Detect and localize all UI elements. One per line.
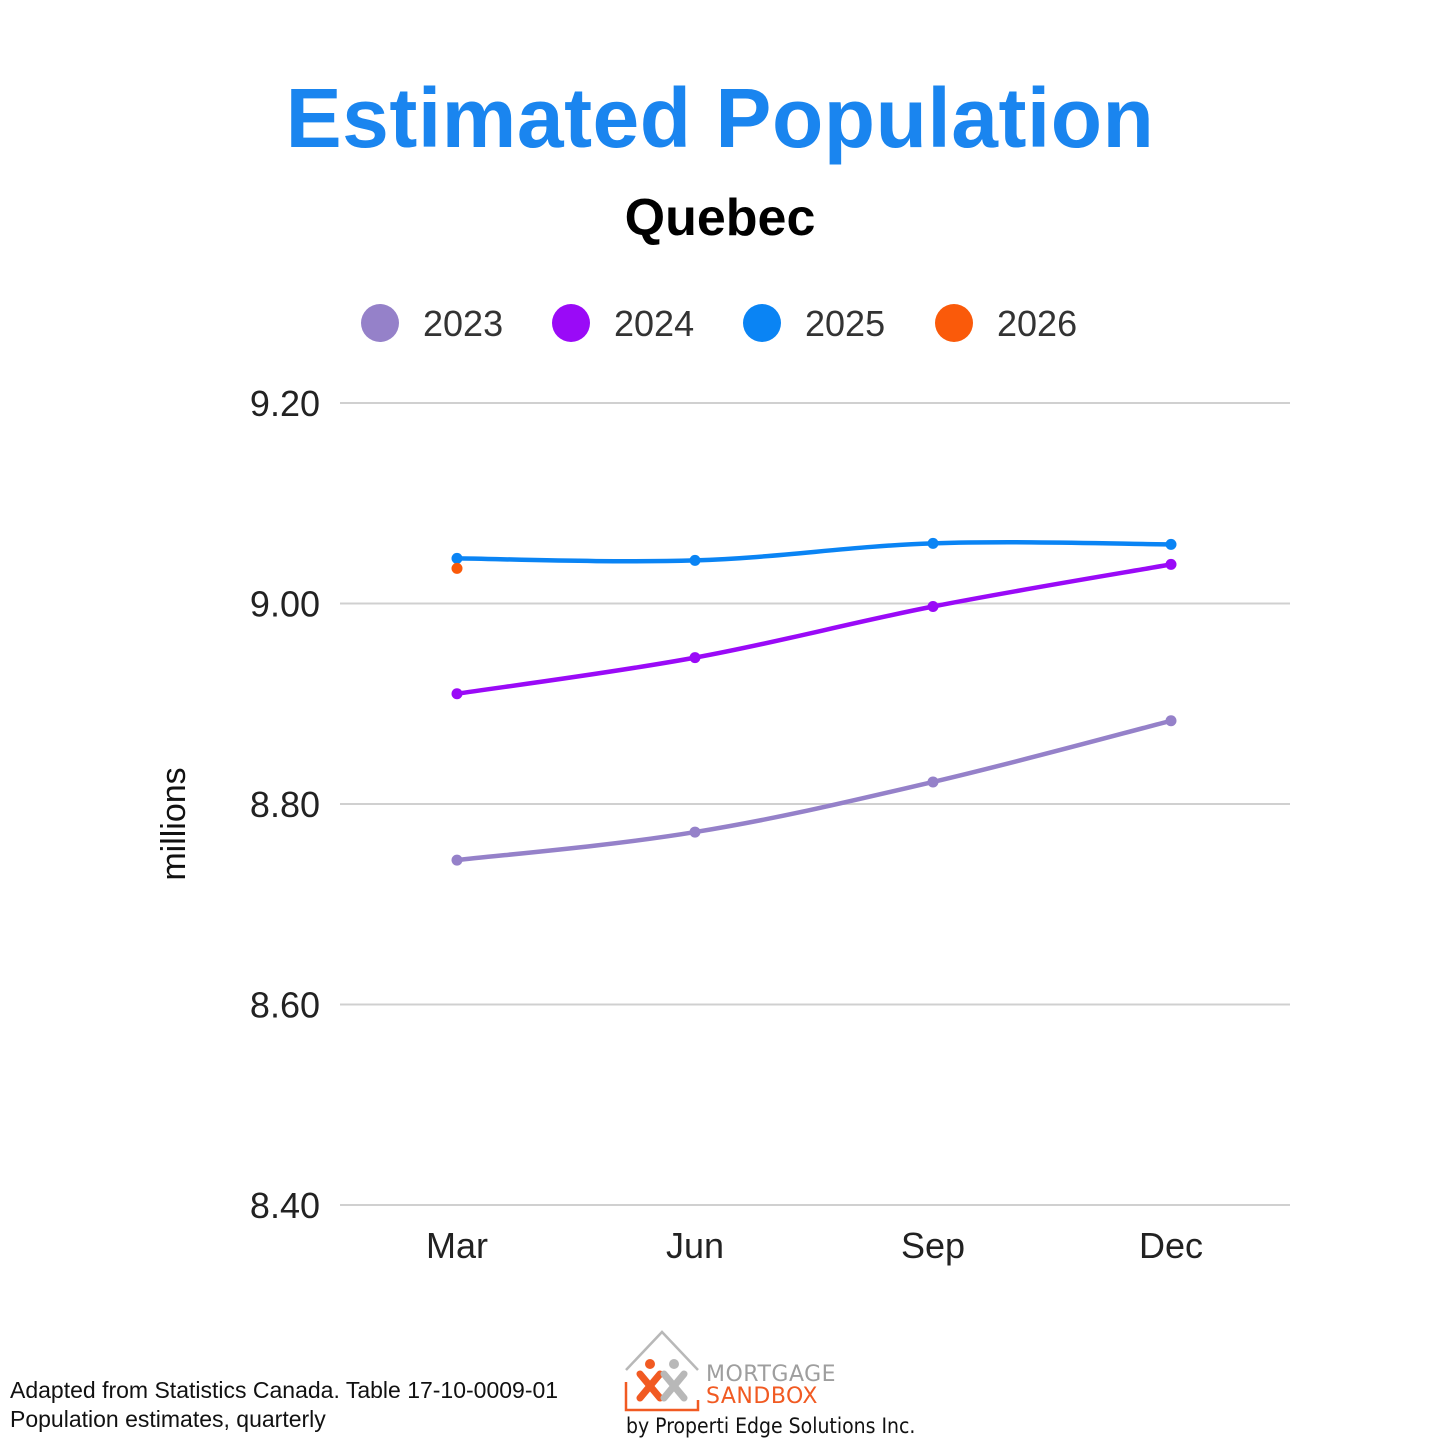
legend-marker (552, 304, 590, 342)
chart-title: Estimated Population (285, 71, 1155, 165)
y-axis-label: millions (155, 767, 193, 880)
series-line (454, 562, 1174, 696)
source-line-2: Population estimates, quarterly (10, 1406, 326, 1432)
data-point (1165, 715, 1177, 727)
legend-marker (361, 304, 399, 342)
data-point (689, 554, 701, 566)
data-point (451, 552, 463, 564)
legend-label: 2026 (997, 303, 1077, 344)
data-point (927, 601, 939, 613)
x-tick-label: Jun (666, 1225, 724, 1266)
data-point (689, 826, 701, 838)
source-note: Adapted from Statistics Canada. Table 17… (10, 1376, 558, 1434)
legend-label: 2024 (614, 303, 694, 344)
x-tick-label: Sep (901, 1225, 965, 1266)
legend-marker (743, 304, 781, 342)
data-point (1165, 558, 1177, 570)
legend-label: 2025 (805, 303, 885, 344)
logo-text-sandbox: SANDBOX (706, 1384, 819, 1409)
mortgage-sandbox-logo: MORTGAGE SANDBOX by Properti Edge Soluti… (620, 1328, 920, 1438)
data-point (451, 688, 463, 700)
series-line (454, 718, 1174, 863)
source-line-1: Adapted from Statistics Canada. Table 17… (10, 1377, 559, 1403)
chart-subtitle: Quebec (624, 189, 816, 247)
data-point (689, 652, 701, 664)
data-point (927, 776, 939, 788)
y-tick-label: 9.20 (250, 383, 320, 424)
x-tick-label: Dec (1139, 1225, 1203, 1266)
y-tick-label: 8.60 (250, 985, 320, 1026)
data-point (1165, 538, 1177, 550)
legend-label: 2023 (423, 303, 503, 344)
y-tick-label: 9.00 (250, 584, 320, 625)
logo-byline: by Properti Edge Solutions Inc. (626, 1414, 916, 1438)
y-tick-label: 8.40 (250, 1185, 320, 1226)
series-line (454, 540, 1174, 564)
data-point (927, 537, 939, 549)
logo-text-mortgage: MORTGAGE (706, 1362, 837, 1387)
y-tick-label: 8.80 (250, 784, 320, 825)
house-logo-icon (624, 1330, 700, 1412)
x-tick-label: Mar (426, 1225, 488, 1266)
data-point (451, 562, 463, 574)
legend-marker (935, 304, 973, 342)
data-point (451, 854, 463, 866)
